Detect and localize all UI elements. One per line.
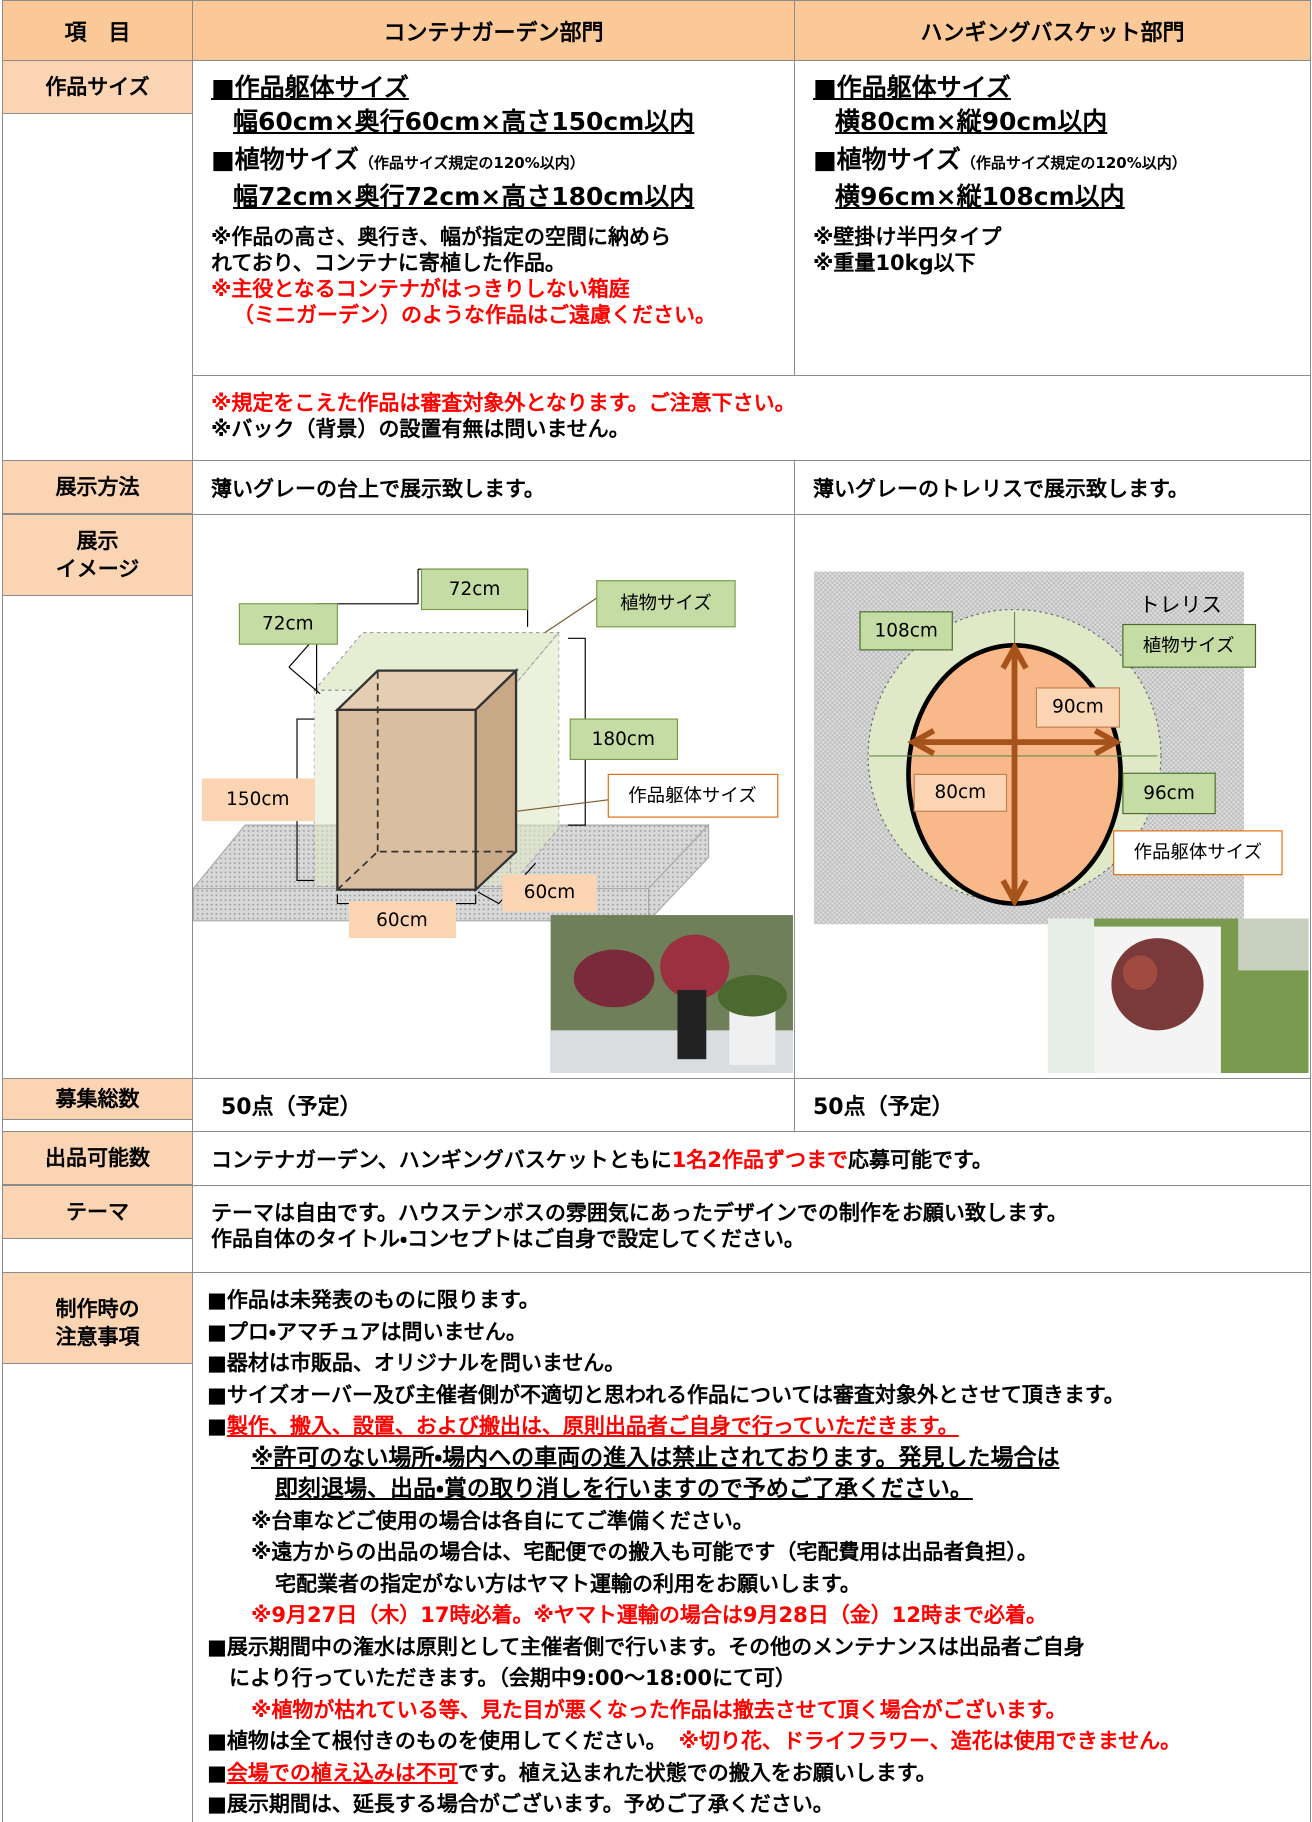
- dimension-label: 96cm: [1143, 783, 1195, 804]
- dimension-label: 90cm: [1052, 697, 1104, 718]
- dimension-label: 108cm: [875, 620, 938, 641]
- text: により行っていただきます。（会期中9:00～18:00にて可）: [229, 1666, 797, 1690]
- text: ※許可のない場所・場内への車両の進入は禁止されております。発見した場合は: [251, 1444, 1060, 1471]
- text: 会場での植え込みは不可: [226, 1760, 458, 1785]
- header-cell: 項 目: [2, 0, 193, 61]
- row-label: テーマ: [3, 1186, 192, 1239]
- text: ※バック（背景）の設置有無は問いません。: [211, 417, 630, 441]
- dimension-label: トレリス: [1139, 593, 1222, 617]
- text: 即刻退場、出品・賞の取り消しを行いますので予めご了承ください。: [275, 1476, 973, 1502]
- text: 製作、搬入、設置、および搬出は、原則出品者ご自身で行っていただきます。: [226, 1414, 959, 1438]
- text: ■サイズオーバー及び主催者側が不適切と思われる作品については審査対象外とさせて頂…: [207, 1382, 1125, 1407]
- text: ※遠方からの出品の場合は、宅配便での搬入も可能です（宅配費用は出品者負担）。: [251, 1540, 1038, 1564]
- text: テーマは自由です。ハウステンボスの雰囲気にあったデザインでの制作をお願い致します…: [211, 1201, 1068, 1225]
- photo: [550, 915, 797, 1075]
- size-cell: ■作品躯体サイズ 横80cm×縦90cm以内 ■植物サイズ（作品サイズ規定の12…: [794, 60, 1311, 376]
- dimension-label: 180cm: [592, 729, 655, 750]
- text: 1名2作品ずつまで: [671, 1147, 848, 1172]
- text: コンテナガーデン、ハンギングバスケットともに: [211, 1147, 672, 1172]
- dimension-label: 植物サイズ: [620, 592, 712, 614]
- text: ■: [207, 1760, 227, 1785]
- text: ※規定をこえた作品は審査対象外となります。ご注意下さい。: [211, 391, 796, 415]
- photo: [1047, 918, 1309, 1077]
- row-label: 募集総数: [3, 1079, 192, 1120]
- text: （作品サイズ規定の120%以内）: [358, 154, 585, 172]
- text: 薄いグレーのトレリスで展示致します。: [794, 460, 1311, 515]
- text: ■植物は全て根付きのものを使用してください。: [207, 1729, 667, 1753]
- text: （作品サイズ規定の120%以内）: [960, 154, 1187, 172]
- row-label: 展示 イメージ: [3, 515, 192, 596]
- text: 幅60cm×奥行60cm×高さ150cm以内: [233, 107, 695, 136]
- dimension-label: 72cm: [262, 614, 314, 635]
- text: ■作品は未発表のものに限ります。: [207, 1288, 540, 1312]
- header-cell: コンテナガーデン部門: [192, 0, 795, 61]
- text: ■植物サイズ: [211, 145, 359, 174]
- text: ※台車などご使用の場合は各自にてご準備ください。: [251, 1508, 754, 1533]
- text: 薄いグレーの台上で展示致します。: [192, 460, 795, 515]
- text: ■プロ・アマチュアは問いません。: [207, 1319, 527, 1344]
- text: 応募可能です。: [847, 1147, 993, 1172]
- dimension-label: 植物サイズ: [1143, 634, 1235, 656]
- text: れており、コンテナに寄植した作品。: [211, 251, 566, 275]
- header-cell: ハンギングバスケット部門: [794, 0, 1311, 61]
- text: 作品自体のタイトル・コンセプトはご自身で設定してください。: [211, 1227, 805, 1251]
- dimension-label: 150cm: [226, 789, 289, 810]
- size-cell: ■作品躯体サイズ 幅60cm×奥行60cm×高さ150cm以内 ■植物サイズ（作…: [192, 60, 795, 376]
- text: （ミニガーデン）のような作品はご遠慮ください。: [233, 303, 716, 327]
- text: 50点（予定）: [794, 1078, 1311, 1132]
- dimension-label: 72cm: [449, 579, 501, 600]
- text: ※作品の高さ、奥行き、幅が指定の空間に納めら: [211, 225, 671, 249]
- text: ■展示期間は、延長する場合がございます。予めご了承ください。: [207, 1792, 834, 1816]
- row-label: 出品可能数: [3, 1132, 192, 1185]
- container-diagram: 72cm 72cm 植物サイズ 180cm 150cm 作品躯体サイズ 60cm…: [192, 568, 797, 1075]
- row-label: 作品サイズ: [3, 61, 192, 114]
- dimension-label: 作品躯体サイズ: [1134, 842, 1263, 863]
- text: 50点（予定）: [192, 1078, 795, 1132]
- text: ■植物サイズ: [813, 145, 961, 174]
- text: 横96cm×縦108cm以内: [835, 182, 1125, 211]
- text: ■作品躯体サイズ: [813, 73, 1011, 102]
- text: ■: [207, 1414, 227, 1438]
- text: ※重量10kg以下: [813, 251, 976, 275]
- text: ■作品躯体サイズ: [211, 73, 409, 102]
- image-cell: 108cm トレリス 植物サイズ 90cm 80cm 96cm 作品躯体サイズ: [794, 514, 1311, 1079]
- text: ■器材は市販品、オリジナルを問いません。: [207, 1351, 626, 1375]
- text: 宅配業者の指定がない方はヤマト運輸の利用をお願いします。: [275, 1571, 861, 1596]
- text: 幅72cm×奥行72cm×高さ180cm以内: [233, 182, 695, 211]
- text: ※切り花、ドライフラワー、造花は使用できません。: [678, 1729, 1182, 1753]
- text: 横80cm×縦90cm以内: [835, 107, 1108, 136]
- dimension-label: 作品躯体サイズ: [628, 785, 757, 806]
- text: ※9月27日（木）17時必着。※ヤマト運輸の場合は9月28日（金）12時まで必着…: [251, 1603, 1047, 1627]
- dimension-label: 80cm: [935, 782, 987, 803]
- text: です。植え込まれた状態での搬入をお願いします。: [457, 1760, 937, 1785]
- text: ※主役となるコンテナがはっきりしない箱庭: [211, 277, 630, 301]
- dimension-label: 60cm: [376, 910, 428, 931]
- hanging-diagram: 108cm トレリス 植物サイズ 90cm 80cm 96cm 作品躯体サイズ: [813, 571, 1309, 1077]
- row-label: 展示方法: [3, 461, 192, 514]
- text: ■展示期間中の潅水は原則として主催者側で行います。その他のメンテナンスは出品者ご…: [207, 1634, 1085, 1659]
- text: ※壁掛け半円タイプ: [813, 225, 1002, 249]
- common-cell: ※規定をこえた作品は審査対象外となります。ご注意下さい。 ※バック（背景）の設置…: [192, 375, 1311, 461]
- text: ※植物が枯れている等、見た目が悪くなった作品は撤去させて頂く場合がございます。: [251, 1697, 1067, 1722]
- row-label: 制作時の 注意事項: [3, 1273, 192, 1364]
- image-cell: 72cm 72cm 植物サイズ 180cm 150cm 作品躯体サイズ 60cm…: [192, 514, 797, 1079]
- notes-cell: ■作品は未発表のものに限ります。 ■プロ・アマチュアは問いません。 ■器材は市販…: [192, 1272, 1311, 1822]
- dimension-label: 60cm: [524, 882, 576, 903]
